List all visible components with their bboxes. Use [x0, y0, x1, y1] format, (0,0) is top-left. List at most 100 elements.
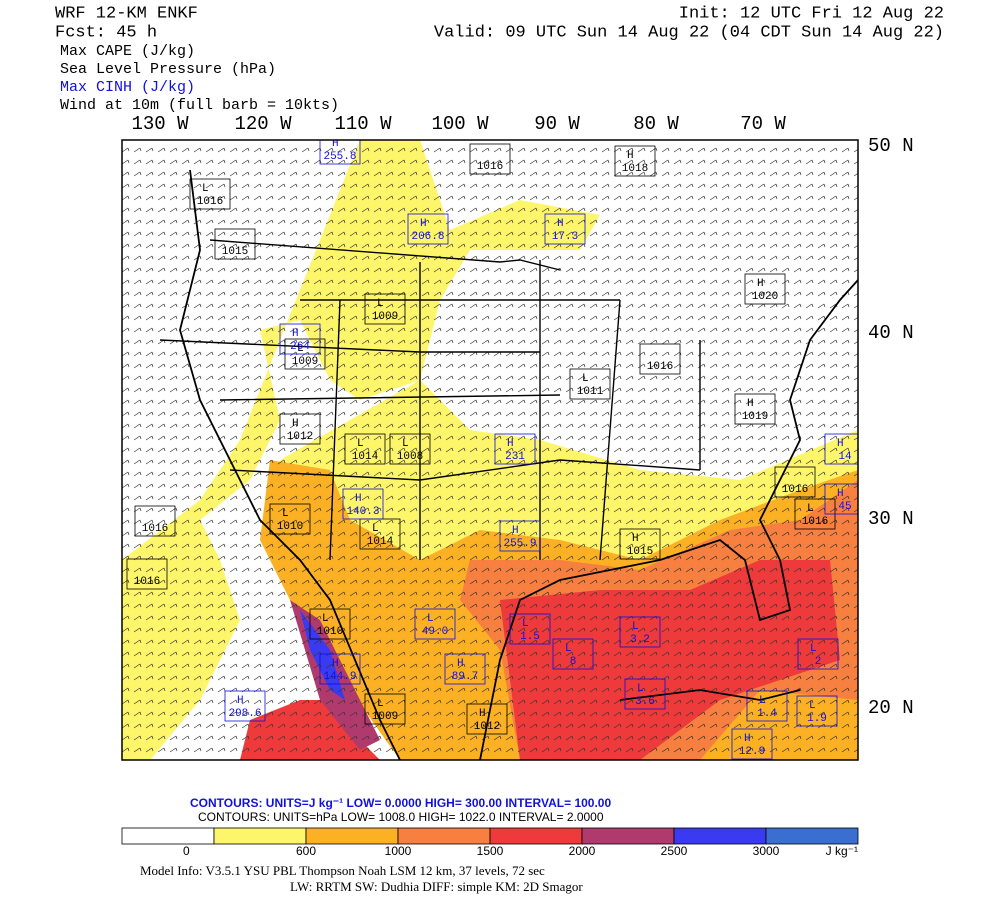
center-kind: H	[747, 398, 754, 410]
center-box	[269, 503, 311, 535]
center-value: 1012	[287, 431, 313, 443]
pressure-center: L1.9	[796, 695, 838, 727]
pressure-center: 1016	[126, 558, 168, 590]
center-box	[746, 690, 788, 722]
center-value: 17.3	[552, 231, 578, 243]
center-box	[389, 433, 431, 465]
center-value: 3.2	[630, 634, 650, 646]
center-value: 1.5	[520, 631, 540, 643]
center-value: 45	[838, 501, 851, 513]
center-box	[494, 433, 536, 465]
map-frame	[121, 139, 859, 761]
center-value: 2	[815, 656, 822, 668]
center-kind: H	[627, 150, 634, 162]
center-box	[189, 178, 231, 210]
center-kind: L	[202, 183, 209, 195]
center-value: 3.6	[635, 696, 655, 708]
pressure-center: 1016	[639, 343, 681, 375]
center-kind: H	[837, 488, 844, 500]
center-value: 1019	[742, 411, 768, 423]
center-value: 1.4	[757, 708, 777, 720]
colorbar-units: J kg⁻¹	[826, 844, 858, 858]
center-value: 49.0	[422, 626, 448, 638]
center-box	[342, 488, 384, 520]
coastline	[479, 279, 858, 760]
center-kind: H	[479, 708, 486, 720]
lat-label: 40 N	[868, 322, 914, 344]
center-kind: H	[632, 533, 639, 545]
center-value: 1.9	[807, 713, 827, 725]
center-kind: H	[355, 493, 362, 505]
colorbar-box	[121, 827, 215, 845]
center-value: 1016	[142, 523, 168, 535]
center-box	[544, 213, 586, 245]
center-value: 1011	[577, 386, 604, 398]
center-value: 1016	[782, 484, 808, 496]
field-label: Max CAPE (J/kg)	[60, 43, 195, 60]
center-box	[509, 613, 551, 645]
center-value: 14	[838, 451, 852, 463]
center-kind: L	[282, 508, 289, 520]
center-kind: H	[457, 658, 464, 670]
field-label: Wind at 10m (full barb = 10kts)	[60, 97, 339, 114]
center-box	[214, 228, 256, 260]
field-label: Sea Level Pressure (hPa)	[60, 61, 276, 78]
center-box	[552, 638, 594, 670]
colorbar-box	[581, 827, 675, 845]
center-kind: L	[427, 613, 434, 625]
center-value: 8	[570, 656, 577, 668]
contour-info: CONTOURS: UNITS=hPa LOW= 1008.0 HIGH= 10…	[198, 810, 604, 824]
footer: LW: RRTM SW: Dudhia DIFF: simple KM: 2D …	[290, 879, 583, 894]
center-box	[279, 413, 321, 445]
center-kind: L	[357, 438, 364, 450]
contour-info: CONTOURS: UNITS=J kg⁻¹ LOW= 0.0000 HIGH=…	[190, 796, 611, 810]
center-value: 1008	[397, 451, 423, 463]
colorbar-box	[305, 827, 399, 845]
header-right: Init: 12 UTC Fri 12 Aug 22	[679, 4, 944, 23]
pressure-center: H45	[824, 483, 858, 515]
colorbar-box	[489, 827, 583, 845]
center-kind: L	[810, 643, 817, 655]
lon-label: 130 W	[131, 113, 189, 135]
center-value: 264	[290, 341, 310, 353]
center-box	[364, 693, 406, 725]
colorbar-tick: 1000	[385, 844, 412, 858]
center-kind: H	[420, 218, 427, 230]
pressure-center: L3.6	[624, 678, 666, 710]
lon-label: 110 W	[334, 113, 392, 135]
center-kind: H	[757, 278, 764, 290]
center-kind: L	[402, 438, 409, 450]
center-value: 1009	[292, 356, 318, 368]
pressure-center: H12.9	[731, 728, 773, 760]
center-box	[797, 638, 839, 670]
colorbar-tick: 1500	[477, 844, 504, 858]
center-box	[319, 653, 361, 685]
coastline	[179, 169, 401, 760]
colorbar-tick: 2000	[569, 844, 596, 858]
center-value: 231	[505, 451, 525, 463]
colorbar-tick: 600	[296, 844, 316, 858]
map: L101610151016H1018H1020L1009L1009H1012L1…	[122, 140, 858, 760]
center-value: 1018	[622, 163, 648, 175]
center-kind: H	[292, 418, 299, 430]
center-value: 206.8	[411, 231, 444, 243]
center-kind: L	[377, 298, 384, 310]
center-kind: H	[512, 525, 519, 537]
center-box	[796, 695, 838, 727]
center-kind: L	[377, 698, 384, 710]
center-value: 1016	[134, 576, 160, 588]
center-kind: L	[565, 643, 572, 655]
